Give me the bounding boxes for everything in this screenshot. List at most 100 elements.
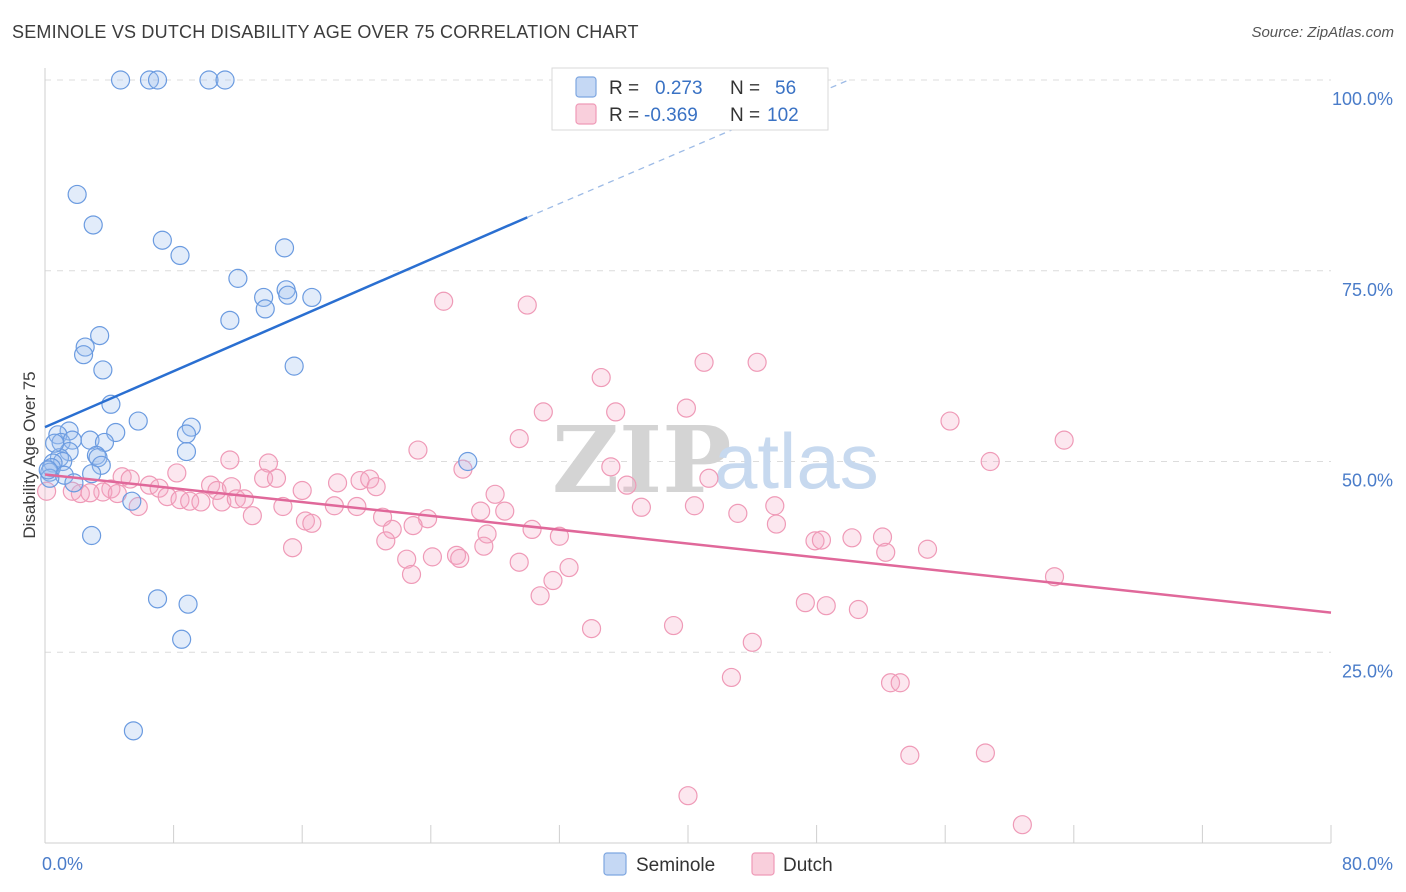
dutch-point bbox=[485, 484, 505, 504]
seminole-point bbox=[274, 238, 295, 258]
dutch-point bbox=[678, 786, 698, 806]
dutch-point bbox=[581, 618, 602, 639]
seminole-trend-line bbox=[44, 216, 528, 429]
legend-bottom-label-dutch: Dutch bbox=[783, 855, 833, 876]
chart-title: SEMINOLE VS DUTCH DISABILITY AGE OVER 75… bbox=[12, 22, 639, 42]
seminole-point bbox=[110, 70, 131, 90]
seminole-point bbox=[181, 417, 201, 437]
dutch-point bbox=[408, 440, 428, 460]
legend-bottom-swatch-dutch bbox=[751, 852, 775, 876]
legend-r-value-dutch: -0.369 bbox=[644, 105, 698, 126]
dutch-point bbox=[80, 483, 100, 503]
dutch-point bbox=[292, 480, 312, 501]
dutch-point bbox=[200, 475, 221, 495]
y-tick-label-2: 75.0% bbox=[1342, 280, 1393, 300]
dutch-point bbox=[360, 469, 380, 489]
seminole-point bbox=[278, 285, 298, 305]
legend-swatch-seminole bbox=[575, 76, 597, 98]
y-tick-label-1: 50.0% bbox=[1342, 471, 1393, 491]
dutch-point bbox=[728, 503, 748, 523]
seminole-point bbox=[178, 594, 198, 614]
dutch-point bbox=[477, 524, 497, 544]
dutch-point bbox=[747, 352, 767, 372]
x-tick-label-1: 80.0% bbox=[1342, 854, 1393, 874]
dutch-point bbox=[258, 453, 279, 473]
dutch-point bbox=[872, 527, 893, 547]
dutch-point bbox=[742, 632, 762, 652]
dutch-point bbox=[530, 586, 550, 606]
seminole-point bbox=[93, 360, 113, 380]
legend-bottom-label-seminole: Seminole bbox=[636, 855, 715, 876]
dutch-point bbox=[422, 547, 443, 567]
dutch-point bbox=[376, 531, 396, 551]
dutch-point bbox=[601, 457, 621, 477]
legend-r-value-seminole: 0.273 bbox=[655, 78, 703, 99]
dutch-point bbox=[70, 483, 90, 504]
seminole-point bbox=[172, 629, 192, 649]
dutch-point bbox=[940, 411, 960, 431]
legend-box bbox=[551, 67, 829, 131]
seminole-point bbox=[128, 411, 148, 431]
dutch-point bbox=[282, 538, 303, 558]
dutch-point bbox=[766, 514, 787, 534]
dutch-point bbox=[382, 519, 402, 540]
dutch-point bbox=[509, 552, 529, 572]
dutch-point bbox=[167, 463, 187, 483]
dutch-point bbox=[890, 673, 910, 693]
dutch-point bbox=[980, 451, 1000, 472]
dutch-point bbox=[848, 599, 868, 620]
seminole-point bbox=[215, 70, 235, 90]
legend-n-value-seminole: 56 bbox=[775, 78, 796, 99]
dutch-point bbox=[975, 743, 995, 763]
seminole-point bbox=[45, 433, 65, 453]
dutch-points bbox=[37, 291, 1074, 835]
seminole-point bbox=[59, 441, 79, 462]
trend-lines bbox=[44, 79, 1332, 614]
dutch-point bbox=[471, 501, 491, 521]
dutch-point bbox=[509, 429, 529, 449]
dutch-point bbox=[434, 291, 454, 311]
legend-n-label-dutch: N = bbox=[730, 105, 760, 126]
legend-r-label-dutch: R = bbox=[609, 105, 639, 126]
axes bbox=[44, 68, 1332, 844]
dutch-point bbox=[533, 402, 553, 422]
dutch-point bbox=[721, 667, 742, 688]
dutch-point bbox=[397, 549, 417, 569]
legend-n-value-dutch: 102 bbox=[767, 105, 799, 126]
seminole-point bbox=[199, 70, 219, 90]
dutch-point bbox=[266, 468, 287, 488]
dutch-point bbox=[170, 490, 190, 510]
legend-swatch-dutch bbox=[575, 103, 597, 125]
grid-lines bbox=[45, 79, 1331, 653]
seminole-point bbox=[458, 451, 478, 472]
dutch-point bbox=[765, 496, 785, 516]
dutch-point bbox=[401, 564, 422, 585]
dutch-point bbox=[631, 497, 651, 517]
dutch-point bbox=[403, 515, 423, 536]
tick-labels: 25.0% 50.0% 75.0% 100.0% 0.0% 80.0% bbox=[42, 89, 1393, 874]
dutch-point bbox=[543, 570, 563, 591]
seminole-point bbox=[176, 441, 197, 462]
dutch-trend-line bbox=[44, 473, 1332, 614]
dutch-point bbox=[495, 501, 515, 521]
dutch-point bbox=[694, 352, 714, 372]
dutch-point bbox=[1012, 815, 1032, 835]
dutch-point bbox=[207, 480, 227, 501]
seminole-point bbox=[255, 299, 275, 319]
seminole-point bbox=[122, 491, 142, 511]
seminole-point bbox=[90, 326, 110, 346]
seminole-point bbox=[147, 589, 168, 609]
seminole-point bbox=[228, 268, 248, 288]
watermark: ZIP atlas bbox=[552, 406, 879, 514]
dutch-point bbox=[816, 596, 836, 616]
x-tick-label-0: 0.0% bbox=[42, 854, 83, 874]
dutch-point bbox=[242, 506, 262, 526]
dutch-point bbox=[676, 398, 696, 418]
seminole-point bbox=[75, 337, 95, 357]
legend-n-label-seminole: N = bbox=[730, 78, 760, 99]
dutch-point bbox=[302, 513, 322, 533]
dutch-point bbox=[617, 475, 637, 495]
dutch-point bbox=[474, 536, 494, 556]
dutch-point bbox=[811, 530, 832, 550]
